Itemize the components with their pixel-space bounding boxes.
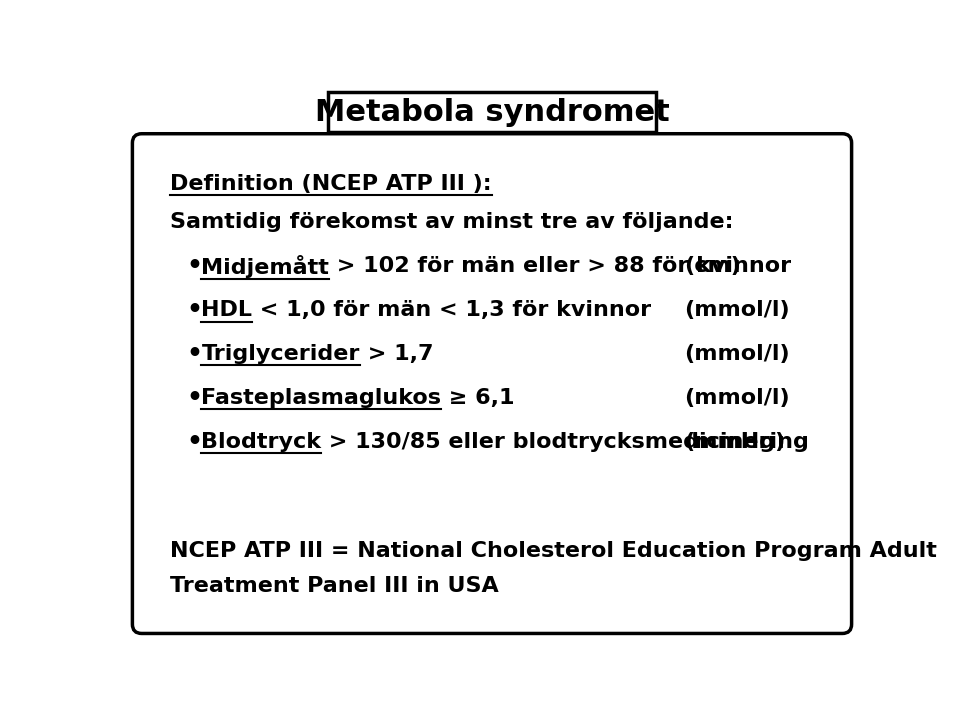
Text: HDL: HDL xyxy=(202,300,252,320)
Text: •: • xyxy=(186,254,202,278)
Text: (mmHg): (mmHg) xyxy=(684,432,785,452)
Text: Triglycerider: Triglycerider xyxy=(202,344,360,364)
Text: > 130/85 eller blodtrycksmedicinering: > 130/85 eller blodtrycksmedicinering xyxy=(322,432,809,452)
Text: (mmol/l): (mmol/l) xyxy=(684,344,790,364)
FancyBboxPatch shape xyxy=(327,92,657,132)
Text: Blodtryck: Blodtryck xyxy=(202,432,322,452)
Text: ≥ 6,1: ≥ 6,1 xyxy=(442,388,515,408)
Text: > 102 för män eller > 88 för kvinnor: > 102 för män eller > 88 för kvinnor xyxy=(329,256,791,276)
Text: (mmol/l): (mmol/l) xyxy=(684,300,790,320)
FancyBboxPatch shape xyxy=(132,134,852,633)
Text: Definition (NCEP ATP III ):: Definition (NCEP ATP III ): xyxy=(170,174,492,194)
Text: NCEP ATP III = National Cholesterol Education Program Adult: NCEP ATP III = National Cholesterol Educ… xyxy=(170,541,937,561)
Text: (cm): (cm) xyxy=(684,256,741,276)
Text: Fasteplasmaglukos: Fasteplasmaglukos xyxy=(202,388,442,408)
Text: Midjemått: Midjemått xyxy=(202,254,329,278)
Text: •: • xyxy=(186,298,202,322)
Text: Samtidig förekomst av minst tre av följande:: Samtidig förekomst av minst tre av följa… xyxy=(170,213,733,232)
Text: > 1,7: > 1,7 xyxy=(360,344,433,364)
Text: < 1,0 för män < 1,3 för kvinnor: < 1,0 för män < 1,3 för kvinnor xyxy=(252,300,652,320)
Text: •: • xyxy=(186,342,202,366)
Text: Metabola syndromet: Metabola syndromet xyxy=(315,98,669,127)
Text: •: • xyxy=(186,386,202,410)
Text: (mmol/l): (mmol/l) xyxy=(684,388,790,408)
Text: •: • xyxy=(186,429,202,454)
Text: Treatment Panel III in USA: Treatment Panel III in USA xyxy=(170,576,499,596)
